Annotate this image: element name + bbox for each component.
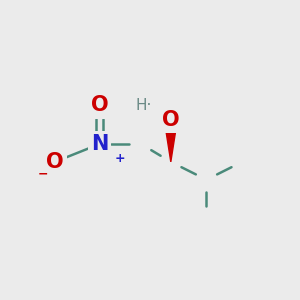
Text: O: O xyxy=(162,110,180,130)
Polygon shape xyxy=(164,120,177,162)
Text: O: O xyxy=(46,152,64,172)
Text: H·: H· xyxy=(136,98,152,113)
Text: +: + xyxy=(115,152,126,165)
Text: −: − xyxy=(38,167,48,180)
Text: O: O xyxy=(91,95,108,116)
Text: N: N xyxy=(91,134,108,154)
